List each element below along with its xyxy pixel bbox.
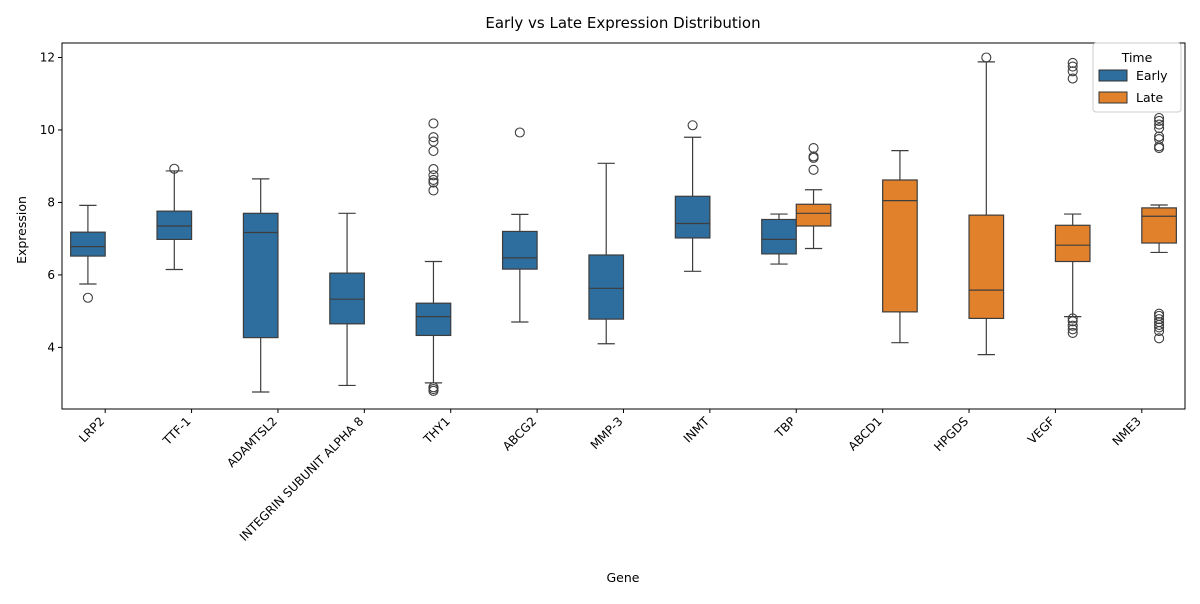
x-tick-label-nme3: NME3: [1110, 414, 1144, 448]
outlier-late-nme3-13: [1154, 119, 1165, 130]
outlier-late-vegf-8: [1067, 57, 1078, 68]
outlier-late-tbp-3: [808, 143, 819, 154]
box-late-abcd1: [882, 179, 918, 313]
x-axis-label: Gene: [607, 570, 640, 585]
x-tick-label-ttf-1: TTF-1: [160, 414, 194, 448]
legend-entry-late: Late: [1136, 90, 1164, 105]
outlier-early-thy1-5: [428, 174, 439, 186]
chart-title: Early vs Late Expression Distribution: [485, 14, 760, 32]
outlier-late-vegf-7: [1067, 61, 1078, 72]
outlier-late-vegf-4: [1067, 313, 1078, 324]
outlier-late-nme3-15: [1154, 112, 1165, 124]
x-tick-label-mmp-3: MMP-3: [588, 414, 626, 452]
box-early-integrin-subunit-alpha-8: [329, 272, 365, 325]
outlier-early-thy1-11: [428, 118, 439, 129]
y-tick-label-12: 12: [40, 50, 55, 64]
x-tick-label-thy1: THY1: [420, 414, 453, 447]
box-late-vegf: [1054, 224, 1091, 263]
box-early-adamtsl2: [242, 212, 279, 339]
outlier-late-nme3-4: [1154, 316, 1165, 328]
outlier-late-vegf-1: [1067, 324, 1078, 335]
y-tick-label-6: 6: [47, 268, 55, 282]
outlier-late-nme3-14: [1154, 115, 1165, 126]
box-late-tbp: [795, 203, 832, 227]
outlier-early-thy1-9: [428, 136, 439, 147]
box-early-mmp-3: [588, 254, 625, 320]
y-axis-label: Expression: [14, 196, 29, 264]
box-late-hpgds: [968, 214, 1005, 320]
legend-entry-early: Early: [1136, 68, 1168, 83]
x-tick-label-abcd1: ABCD1: [846, 414, 885, 453]
box-early-thy1: [415, 302, 452, 337]
outlier-late-vegf-5: [1067, 73, 1078, 84]
outlier-early-thy1-6: [428, 170, 439, 181]
outlier-early-thy1-2: [428, 382, 439, 393]
outlier-early-thy1-10: [428, 132, 439, 143]
box-early-ttf-1: [156, 210, 193, 241]
outlier-early-thy1-4: [428, 177, 439, 188]
x-tick-label-abcg2: ABCG2: [500, 414, 539, 453]
outlier-late-vegf-2: [1067, 320, 1078, 331]
outlier-late-nme3-5: [1154, 314, 1165, 325]
x-tick-label-adamtsl2: ADAMTSL2: [224, 414, 280, 470]
legend-title: Time: [1121, 50, 1153, 65]
outlier-late-vegf-6: [1067, 66, 1078, 77]
outlier-late-hpgds-0: [981, 52, 992, 63]
outlier-early-ttf-1-0: [169, 163, 180, 174]
outlier-late-nme3-2: [1154, 322, 1165, 333]
box-late-nme3: [1141, 207, 1177, 244]
outlier-early-thy1-8: [428, 145, 439, 157]
box-early-inmt: [674, 195, 711, 239]
outlier-late-nme3-11: [1154, 131, 1165, 142]
outlier-late-nme3-10: [1154, 133, 1165, 145]
outlier-late-tbp-0: [808, 164, 819, 175]
legend-swatch-late: [1098, 91, 1128, 104]
legend: Time Early Late: [1092, 42, 1182, 113]
x-tick-label-hpgds: HPGDS: [931, 414, 971, 454]
y-tick-label-4: 4: [47, 340, 55, 354]
outlier-late-nme3-7: [1154, 308, 1165, 319]
outlier-late-nme3-0: [1154, 333, 1165, 344]
box-early-tbp: [761, 218, 797, 255]
box-early-lrp2: [70, 231, 106, 257]
plot-frame: [61, 42, 1186, 410]
x-tick-label-inmt: INMT: [681, 414, 713, 446]
outlier-early-lrp2-0: [82, 292, 93, 303]
outlier-late-tbp-2: [808, 151, 819, 162]
y-tick-label-10: 10: [40, 123, 55, 137]
y-tick-label-8: 8: [47, 195, 55, 209]
box-early-abcg2: [501, 230, 538, 270]
x-tick-label-vegf: VEGF: [1025, 414, 1058, 447]
outlier-late-nme3-12: [1154, 123, 1165, 134]
outlier-early-inmt-0: [687, 120, 698, 131]
outlier-early-thy1-7: [428, 164, 439, 175]
outlier-late-vegf-0: [1067, 327, 1078, 338]
x-tick-label-lrp2: LRP2: [76, 414, 107, 445]
x-tick-label-tbp: TBP: [772, 414, 799, 441]
outlier-late-nme3-9: [1154, 141, 1165, 152]
outlier-late-vegf-3: [1067, 316, 1078, 327]
outlier-early-thy1-3: [428, 185, 439, 196]
legend-swatch-early: [1098, 69, 1128, 82]
outlier-early-abcg2-0: [514, 127, 525, 138]
